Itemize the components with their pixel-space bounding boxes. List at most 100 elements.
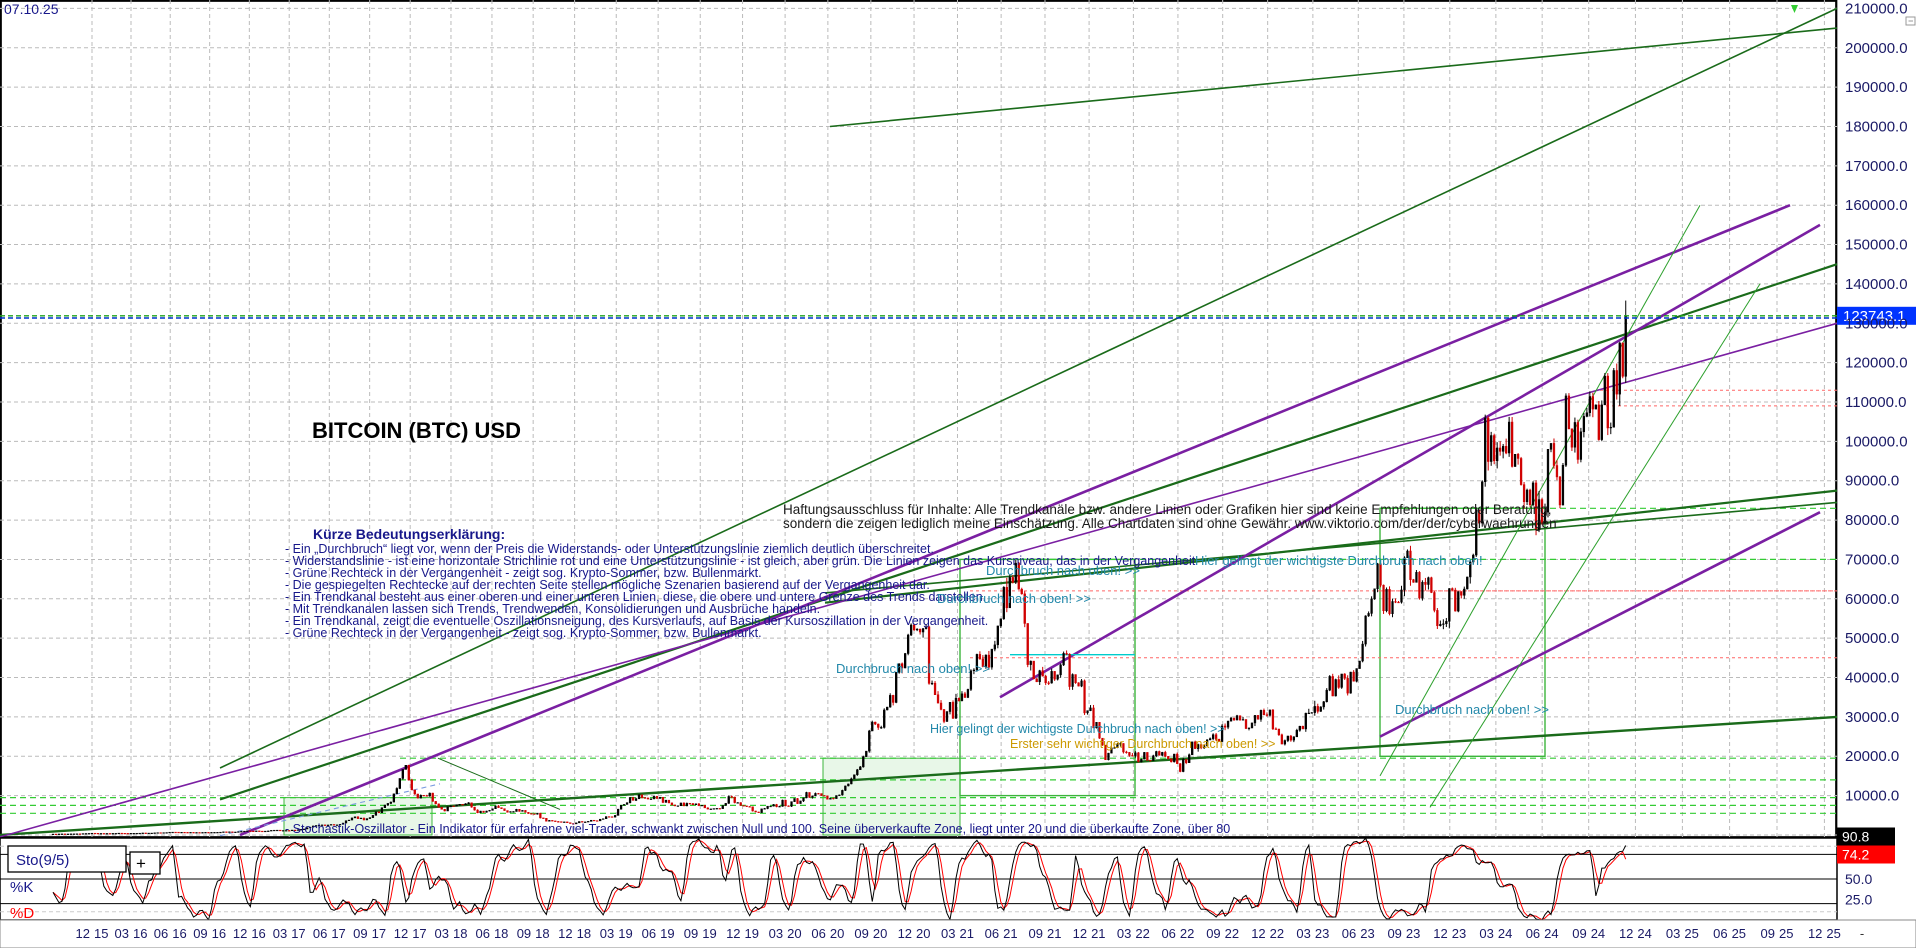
svg-text:23: 23 <box>1452 926 1466 941</box>
svg-text:- Stochastik-Oszillator - Ein: - Stochastik-Oszillator - Ein Indikator … <box>285 822 1230 836</box>
svg-text:sondern die zeigen lediglich m: sondern die zeigen lediglich meine Einsc… <box>783 516 1557 531</box>
svg-text:06: 06 <box>1342 926 1356 941</box>
svg-text:180000.0: 180000.0 <box>1845 118 1908 135</box>
svg-text:12: 12 <box>898 926 912 941</box>
svg-text:170000.0: 170000.0 <box>1845 158 1908 175</box>
svg-text:12: 12 <box>558 926 572 941</box>
svg-text:09: 09 <box>1572 926 1586 941</box>
svg-text:22: 22 <box>1225 926 1239 941</box>
svg-text:210000.0: 210000.0 <box>1845 0 1908 17</box>
svg-text:18: 18 <box>494 926 508 941</box>
svg-text:12: 12 <box>1619 926 1633 941</box>
svg-text:24: 24 <box>1591 926 1605 941</box>
svg-text:18: 18 <box>453 926 467 941</box>
svg-text:21: 21 <box>1047 926 1061 941</box>
svg-text:12: 12 <box>76 926 90 941</box>
svg-text:110000.0: 110000.0 <box>1845 394 1906 411</box>
svg-text:20000.0: 20000.0 <box>1845 748 1899 765</box>
svg-text:03: 03 <box>1296 926 1310 941</box>
svg-text:Hier gelingt der wichtigste Du: Hier gelingt der wichtigste Durchbruch n… <box>1195 553 1483 568</box>
svg-text:25: 25 <box>1732 926 1746 941</box>
svg-text:06: 06 <box>985 926 999 941</box>
svg-text:150000.0: 150000.0 <box>1845 237 1908 254</box>
svg-text:06: 06 <box>642 926 656 941</box>
svg-text:06: 06 <box>811 926 825 941</box>
svg-text:21: 21 <box>959 926 973 941</box>
svg-text:23: 23 <box>1315 926 1329 941</box>
svg-text:16: 16 <box>212 926 226 941</box>
svg-text:17: 17 <box>372 926 386 941</box>
svg-text:09: 09 <box>684 926 698 941</box>
svg-text:03: 03 <box>115 926 129 941</box>
svg-text:06: 06 <box>1161 926 1175 941</box>
svg-text:%K: %K <box>10 879 33 896</box>
svg-text:40000.0: 40000.0 <box>1845 670 1899 687</box>
svg-text:18: 18 <box>535 926 549 941</box>
svg-text:10000.0: 10000.0 <box>1845 788 1899 805</box>
svg-text:80000.0: 80000.0 <box>1845 512 1899 529</box>
svg-text:70000.0: 70000.0 <box>1845 551 1899 568</box>
svg-text:12: 12 <box>726 926 740 941</box>
svg-text:06: 06 <box>1526 926 1540 941</box>
svg-text:03: 03 <box>1117 926 1131 941</box>
svg-text:25.0: 25.0 <box>1845 892 1872 908</box>
svg-text:06: 06 <box>1713 926 1727 941</box>
svg-text:09: 09 <box>1029 926 1043 941</box>
svg-text:12: 12 <box>1433 926 1447 941</box>
svg-text:17: 17 <box>412 926 426 941</box>
svg-text:09: 09 <box>517 926 531 941</box>
svg-text:09: 09 <box>353 926 367 941</box>
svg-text:160000.0: 160000.0 <box>1845 197 1908 214</box>
svg-text:25: 25 <box>1684 926 1698 941</box>
svg-text:18: 18 <box>577 926 591 941</box>
svg-text:Durchbruch nach oben! >>: Durchbruch nach oben! >> <box>986 563 1140 578</box>
svg-text:25: 25 <box>1779 926 1793 941</box>
svg-text:90000.0: 90000.0 <box>1845 473 1899 490</box>
svg-text:16: 16 <box>172 926 186 941</box>
svg-text:100000.0: 100000.0 <box>1845 433 1908 450</box>
svg-text:03: 03 <box>941 926 955 941</box>
svg-text:03: 03 <box>273 926 287 941</box>
svg-text:200000.0: 200000.0 <box>1845 40 1908 57</box>
svg-text:Kürze Bedeutungserklärung:: Kürze Bedeutungserklärung: <box>313 526 505 542</box>
svg-text:50.0: 50.0 <box>1845 871 1872 887</box>
svg-text:60000.0: 60000.0 <box>1845 591 1899 608</box>
svg-text:22: 22 <box>1270 926 1284 941</box>
svg-text:09: 09 <box>1206 926 1220 941</box>
svg-text:90.8: 90.8 <box>1842 829 1869 845</box>
svg-text:09: 09 <box>854 926 868 941</box>
svg-text:19: 19 <box>702 926 716 941</box>
svg-text:+: + <box>136 854 146 873</box>
svg-text:Durchbruch nach oben! >>: Durchbruch nach oben! >> <box>1395 702 1549 717</box>
svg-text:Sto(9/5): Sto(9/5) <box>16 852 69 869</box>
svg-text:BITCOIN (BTC) USD: BITCOIN (BTC) USD <box>312 418 521 443</box>
svg-text:15: 15 <box>94 926 108 941</box>
svg-text:20: 20 <box>873 926 887 941</box>
svg-text:Erster sehr wichtiger Durchbru: Erster sehr wichtiger Durchbruch nach ob… <box>1010 737 1275 751</box>
svg-text:24: 24 <box>1637 926 1651 941</box>
svg-text:-: - <box>1860 926 1864 941</box>
svg-text:Durchbruch nach oben! >>: Durchbruch nach oben! >> <box>836 661 990 676</box>
svg-text:09: 09 <box>1387 926 1401 941</box>
svg-text:09: 09 <box>1761 926 1775 941</box>
svg-text:16: 16 <box>251 926 265 941</box>
svg-text:03: 03 <box>435 926 449 941</box>
svg-text:12: 12 <box>394 926 408 941</box>
svg-text:74.2: 74.2 <box>1842 847 1869 863</box>
svg-text:06: 06 <box>154 926 168 941</box>
svg-text:19: 19 <box>745 926 759 941</box>
svg-text:Hier gelingt der wichtigste Du: Hier gelingt der wichtigste Durchbruch n… <box>930 722 1225 736</box>
svg-text:- Grüne Rechteck in der Vergan: - Grüne Rechteck in der Vergangenheit - … <box>285 626 762 640</box>
svg-text:12: 12 <box>1251 926 1265 941</box>
svg-text:Durchbruch nach oben! >>: Durchbruch nach oben! >> <box>937 591 1091 606</box>
svg-text:Haftungsausschluss für Inhalte: Haftungsausschluss für Inhalte: Alle Tre… <box>783 502 1551 517</box>
svg-text:23: 23 <box>1360 926 1374 941</box>
svg-text:23: 23 <box>1406 926 1420 941</box>
svg-text:19: 19 <box>618 926 632 941</box>
svg-text:140000.0: 140000.0 <box>1845 276 1908 293</box>
svg-text:25: 25 <box>1826 926 1840 941</box>
svg-text:22: 22 <box>1135 926 1149 941</box>
svg-text:%D: %D <box>10 905 34 922</box>
svg-text:07.10.25: 07.10.25 <box>4 1 59 17</box>
svg-text:22: 22 <box>1180 926 1194 941</box>
